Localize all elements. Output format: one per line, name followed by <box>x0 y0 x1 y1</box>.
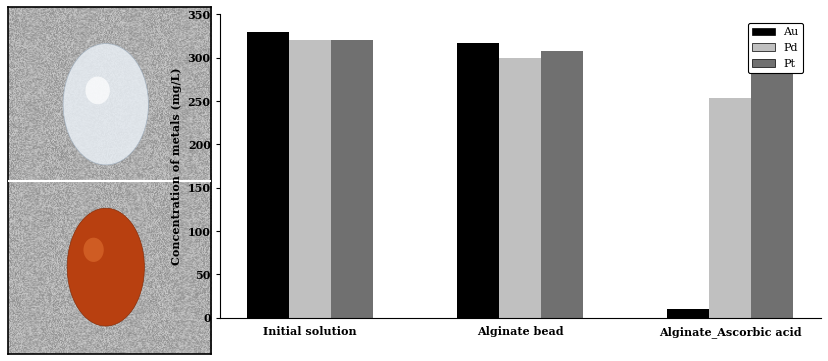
Ellipse shape <box>84 238 104 262</box>
Bar <box>247 32 289 318</box>
Bar <box>498 58 541 318</box>
Ellipse shape <box>67 208 144 326</box>
Bar <box>330 40 373 318</box>
Bar <box>709 99 750 318</box>
Bar <box>541 51 583 318</box>
Ellipse shape <box>63 44 148 165</box>
Bar <box>667 309 709 318</box>
Bar <box>289 40 330 318</box>
Ellipse shape <box>85 77 109 104</box>
Bar <box>750 53 792 318</box>
Y-axis label: Concentration of metals (mg/L): Concentration of metals (mg/L) <box>171 67 182 265</box>
Legend: Au, Pd, Pt: Au, Pd, Pt <box>747 23 802 73</box>
Bar <box>456 43 498 318</box>
